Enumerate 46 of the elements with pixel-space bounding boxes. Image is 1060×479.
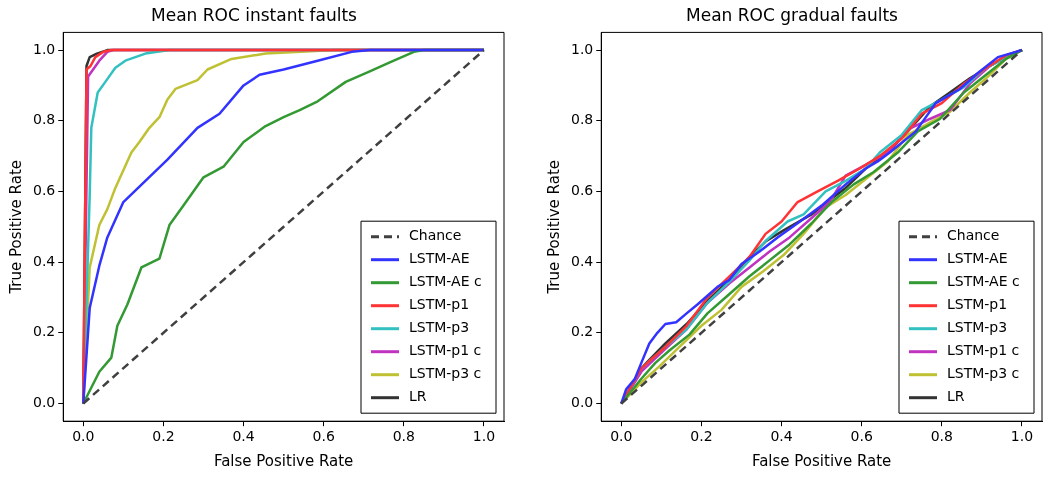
- x-tick-label: 0.6: [312, 428, 335, 445]
- y-tick-label: 0.0: [33, 394, 56, 411]
- x-tick-label: 0.0: [72, 428, 95, 445]
- x-tick-label: 0.6: [850, 428, 873, 445]
- legend-label: LSTM-AE: [409, 250, 470, 267]
- x-tick-label: 0.2: [690, 428, 713, 445]
- legend-label: LSTM-p1: [947, 296, 1008, 313]
- y-tick-label: 0.6: [33, 182, 56, 199]
- y-axis-title: True Positive Rate: [544, 159, 563, 295]
- y-tick-label: 0.8: [33, 111, 56, 128]
- legend-label: Chance: [947, 227, 1000, 244]
- x-tick-label: 1.0: [472, 428, 496, 445]
- chart-title: Mean ROC instant faults: [151, 4, 358, 25]
- legend-label: LSTM-p1 c: [947, 342, 1020, 359]
- x-tick-label: 0.8: [392, 428, 415, 445]
- x-tick-label: 0.2: [152, 428, 175, 445]
- y-axis-title: True Positive Rate: [6, 159, 25, 295]
- legend-label: LSTM-p1: [409, 296, 470, 313]
- legend-label: LR: [947, 388, 965, 405]
- y-tick-label: 0.0: [571, 394, 594, 411]
- legend-label: LSTM-p3 c: [947, 365, 1020, 382]
- x-tick-label: 0.8: [930, 428, 953, 445]
- x-tick-label: 1.0: [1010, 428, 1034, 445]
- x-tick-label: 0.4: [770, 428, 793, 445]
- legend-label: LSTM-AE c: [947, 273, 1020, 290]
- legend-label: LSTM-AE c: [409, 273, 482, 290]
- y-tick-label: 1.0: [33, 40, 56, 57]
- x-axis-title: False Positive Rate: [213, 451, 354, 470]
- legend-label: LSTM-p3: [409, 319, 470, 336]
- y-tick-label: 0.6: [571, 182, 594, 199]
- legend-label: LSTM-p1 c: [409, 342, 482, 359]
- x-tick-label: 0.4: [232, 428, 255, 445]
- legend-label: LR: [409, 388, 427, 405]
- legend-label: LSTM-p3: [947, 319, 1008, 336]
- legend-label: LSTM-p3 c: [409, 365, 482, 382]
- y-tick-label: 0.4: [33, 252, 56, 269]
- chart-title: Mean ROC gradual faults: [686, 4, 899, 25]
- legend-label: LSTM-AE: [947, 250, 1008, 267]
- x-axis-title: False Positive Rate: [751, 451, 892, 470]
- y-tick-label: 0.4: [571, 252, 594, 269]
- legend-label: Chance: [409, 227, 462, 244]
- y-tick-label: 0.2: [571, 323, 594, 340]
- y-tick-label: 1.0: [571, 40, 594, 57]
- x-tick-label: 0.0: [610, 428, 633, 445]
- y-tick-label: 0.8: [571, 111, 594, 128]
- y-tick-label: 0.2: [33, 323, 56, 340]
